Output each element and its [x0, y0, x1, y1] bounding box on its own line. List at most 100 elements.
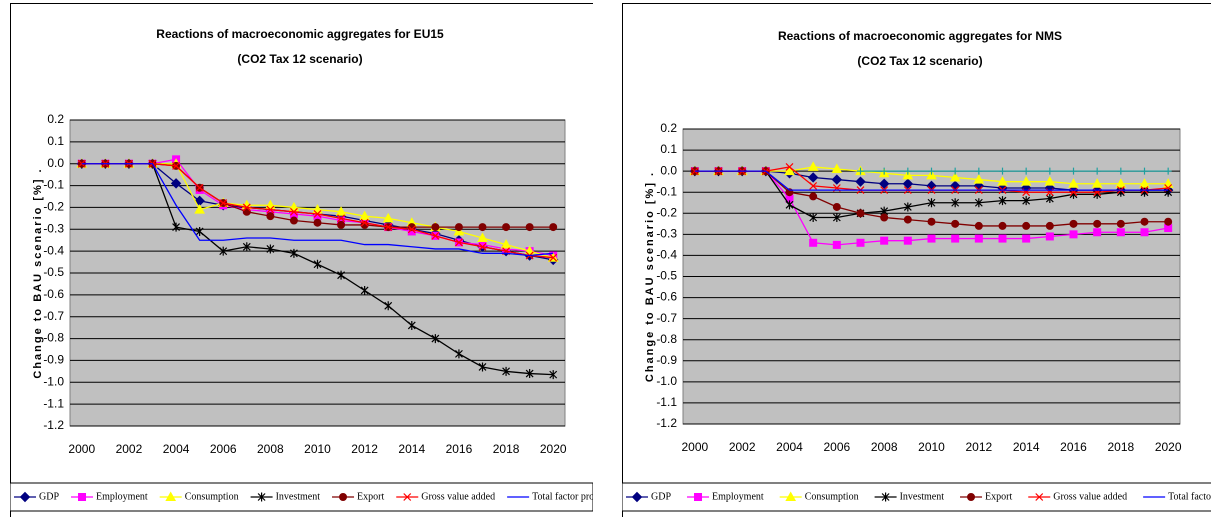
marker: [1116, 219, 1125, 228]
marker: [926, 169, 937, 180]
marker: [857, 167, 864, 175]
marker: [384, 301, 393, 311]
marker: [951, 198, 960, 208]
y-tick-label: -0.4: [656, 248, 677, 262]
marker: [266, 212, 275, 221]
x-tick-label: 2004: [163, 442, 190, 456]
marker: [1022, 167, 1030, 175]
marker: [478, 362, 487, 372]
marker: [807, 161, 819, 171]
marker: [832, 202, 841, 211]
marker: [1045, 194, 1054, 204]
marker: [880, 236, 889, 245]
marker: [500, 239, 512, 249]
x-tick-label: 2010: [304, 442, 331, 456]
y-tick-label: -0.3: [656, 227, 677, 241]
marker: [549, 253, 558, 262]
legend-label: GDP: [39, 491, 59, 502]
marker: [290, 207, 298, 216]
marker: [1116, 228, 1125, 237]
marker: [975, 167, 983, 175]
marker: [257, 492, 266, 502]
x-tick-label: 2004: [776, 440, 803, 454]
y-tick-label: -0.1: [656, 184, 677, 198]
marker: [172, 161, 180, 170]
chart: Reactions of macroeconomic aggregates fo…: [622, 3, 1211, 517]
marker: [431, 223, 440, 232]
marker: [1069, 230, 1078, 239]
y-tick-label: 0.2: [660, 121, 677, 135]
marker: [219, 199, 228, 207]
marker: [172, 222, 180, 232]
y-tick-label: 0.0: [660, 163, 677, 177]
legend-label: Consumption: [805, 491, 859, 502]
y-tick-label: -1.1: [656, 395, 677, 409]
marker: [809, 213, 818, 222]
marker: [431, 231, 440, 240]
marker: [807, 172, 819, 183]
x-tick-label: 2008: [257, 442, 284, 456]
marker: [878, 178, 890, 189]
marker: [967, 493, 976, 501]
marker: [856, 238, 865, 247]
legend-label: Employment: [712, 491, 764, 502]
x-tick-label: 2020: [1155, 440, 1182, 454]
marker: [832, 213, 841, 222]
x-tick-label: 2014: [1013, 440, 1040, 454]
legend-label: Investment: [276, 491, 321, 502]
marker: [832, 240, 841, 249]
legend-label: Total factor productivity: [532, 491, 630, 502]
marker: [382, 212, 394, 223]
x-tick-label: 2018: [493, 442, 520, 456]
series-line: [81, 163, 554, 257]
marker: [784, 165, 795, 176]
series-line: [694, 170, 1169, 191]
marker: [1115, 178, 1127, 188]
marker: [951, 219, 960, 228]
marker: [951, 234, 960, 243]
x-tick-label: 2006: [210, 442, 237, 456]
x-tick-label: 2000: [68, 442, 95, 456]
x-tick-label: 2012: [351, 442, 378, 456]
marker: [997, 176, 1008, 186]
y-tick-label: -0.1: [43, 178, 64, 192]
legend-label: Consumption: [185, 491, 239, 502]
marker: [631, 491, 643, 503]
marker: [809, 181, 818, 190]
marker: [998, 196, 1007, 206]
marker: [690, 167, 699, 176]
marker: [78, 493, 87, 501]
marker: [195, 226, 204, 236]
marker: [831, 174, 843, 185]
marker: [973, 174, 985, 184]
x-tick-label: 2014: [398, 442, 425, 456]
chart-title: Reactions of macroeconomic aggregates fo…: [778, 29, 1062, 43]
marker: [903, 202, 912, 212]
y-tick-label: -0.9: [656, 353, 677, 367]
marker: [477, 232, 488, 243]
y-tick-label: -1.2: [43, 418, 64, 432]
marker: [856, 209, 865, 218]
chart-subtitle: (CO2 Tax 12 scenario): [237, 52, 362, 66]
y-axis-label: Change to BAU scenario [%] .: [644, 171, 656, 382]
marker: [999, 167, 1006, 175]
marker: [1044, 176, 1056, 186]
marker: [809, 192, 818, 201]
y-tick-label: -0.5: [656, 269, 677, 283]
legend-label: Total factor productivity: [1168, 491, 1211, 502]
marker: [1139, 178, 1150, 188]
x-tick-label: 2000: [681, 440, 708, 454]
marker: [313, 259, 322, 269]
x-tick-label: 2016: [446, 442, 473, 456]
marker: [903, 236, 912, 245]
x-tick-label: 2020: [540, 442, 567, 456]
marker: [1164, 167, 1172, 175]
legend-label: Employment: [96, 491, 148, 502]
marker: [337, 220, 346, 229]
y-axis-label: Change to BAU scenario [%] .: [32, 167, 44, 378]
marker: [339, 493, 348, 501]
marker: [337, 214, 345, 223]
marker: [1020, 176, 1032, 186]
marker: [1069, 219, 1078, 228]
